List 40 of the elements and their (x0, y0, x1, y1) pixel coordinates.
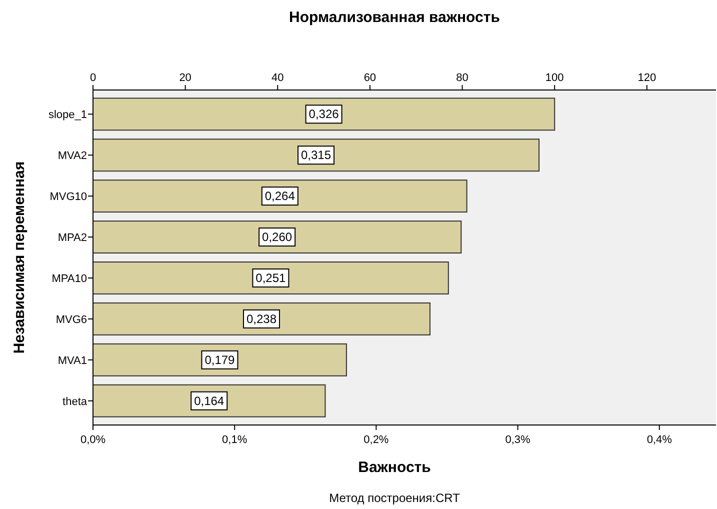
text: Метод построения:CRT (329, 491, 461, 505)
x2-tick-label: 100 (545, 72, 564, 84)
data-label: 0,315 (300, 148, 332, 162)
data-label: 0,238 (246, 312, 277, 326)
data-label: 0,260 (262, 230, 292, 244)
data-label: 0,179 (204, 352, 236, 367)
y-tick-label: MVG10 (50, 191, 87, 204)
y-tick-label: theta (62, 396, 88, 408)
y-tick-label: MPA10 (52, 272, 87, 285)
y-axis-title: Независимая переменная (11, 161, 28, 354)
x-tick-label: 0,0% (80, 434, 106, 446)
x2-tick-label: 120 (638, 72, 656, 84)
data-label: 0,264 (264, 189, 296, 204)
y-tick-label: MVG6 (56, 314, 87, 326)
x-tick-label: 0,1% (222, 434, 248, 446)
data-label: 0,326 (308, 107, 340, 122)
x2-tick-label: 40 (272, 72, 284, 84)
x-tick-label: 0,3% (505, 434, 531, 446)
bar (92, 180, 468, 213)
bar (92, 98, 556, 131)
x2-tick-label: 80 (456, 72, 468, 84)
y-tick-label: MVA2 (58, 150, 87, 162)
x-axis-title: Важность (358, 459, 431, 476)
bar (92, 262, 449, 294)
x2-tick-label: 0 (90, 72, 96, 84)
x-tick-label: 0,2% (364, 434, 389, 446)
y-tick-label: MPA2 (58, 232, 87, 244)
x2-axis-title: Нормализованная важность (289, 9, 500, 26)
bar (92, 343, 347, 376)
x-tick-label: 0,4% (646, 434, 672, 446)
bar (92, 138, 540, 172)
bar (92, 384, 326, 418)
bar (92, 302, 430, 336)
y-tick-label: slope_1 (48, 109, 87, 122)
x2-tick-label: 20 (179, 72, 192, 84)
y-tick-label: MVA1 (58, 354, 87, 367)
x2-tick-label: 60 (364, 72, 376, 84)
data-label: 0,164 (194, 394, 224, 408)
data-label: 0,251 (256, 270, 286, 285)
bar (92, 220, 462, 254)
